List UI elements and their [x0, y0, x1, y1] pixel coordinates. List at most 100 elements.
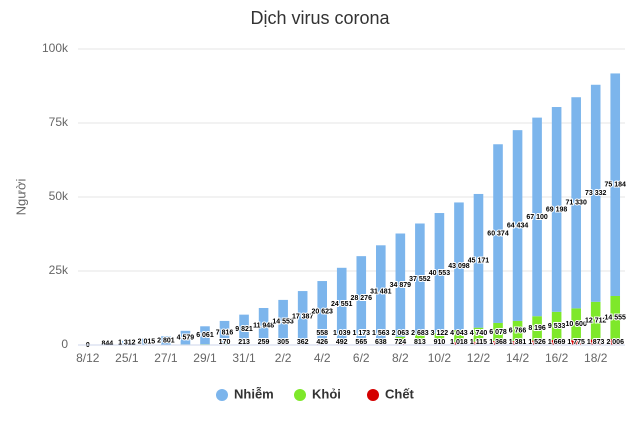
bar-segment [297, 343, 308, 345]
bar-segment [415, 342, 425, 345]
bar-segment [415, 223, 425, 335]
data-label: 14 555 [605, 314, 627, 321]
bar-segment [571, 308, 581, 340]
bar-segment [161, 336, 171, 345]
bar-segment [219, 320, 230, 345]
data-label: 1 563 [372, 330, 390, 337]
data-label: 1 018 [450, 339, 468, 346]
bar-segment [395, 233, 406, 337]
legend-label: Chết [385, 386, 415, 401]
data-label: 1 526 [528, 339, 546, 346]
data-label: 638 [375, 339, 387, 346]
data-label: 9 533 [548, 323, 566, 330]
legend-swatch [367, 389, 379, 401]
data-label: 259 [258, 339, 270, 346]
legend-swatch [294, 389, 306, 401]
bar-segment [239, 343, 249, 345]
bar-segment [532, 316, 542, 341]
bar-segment [317, 343, 327, 345]
data-label: 24 551 [331, 301, 353, 308]
data-label: 31 481 [370, 289, 392, 296]
data-label: 43 098 [448, 263, 470, 270]
x-tick-label: 2/2 [275, 351, 292, 365]
legend-item[interactable]: Khỏi [294, 386, 341, 401]
bar-segment [278, 342, 288, 345]
x-tick-label: 16/2 [545, 351, 569, 365]
bar-segment [610, 73, 621, 296]
data-label: 11 948 [253, 323, 274, 330]
bar-segment [356, 343, 367, 345]
bar-segment [376, 245, 386, 339]
data-label: 6 766 [509, 328, 527, 335]
bar-segment [356, 256, 367, 340]
bar-segment [258, 343, 269, 345]
data-label: 9 821 [235, 326, 253, 333]
bar-segment [454, 330, 464, 342]
bar-segment [493, 322, 503, 341]
y-tick-label: 100k [42, 41, 69, 55]
bar-segment [610, 339, 621, 345]
bar-segment [493, 144, 503, 323]
x-tick-label: 14/2 [506, 351, 530, 365]
data-label: 4 579 [177, 334, 195, 341]
data-label: 3 122 [431, 330, 449, 337]
bar-segment [102, 342, 113, 345]
data-label: 1 381 [509, 339, 527, 346]
x-tick-label: 4/2 [314, 351, 331, 365]
y-tick-label: 50k [49, 189, 69, 203]
bar-segment [473, 193, 484, 328]
data-label: 2 015 [138, 339, 156, 346]
data-label: 1 312 [118, 340, 136, 347]
bar-segment [590, 301, 601, 340]
bar-segment [434, 213, 445, 334]
legend-label: Nhiễm [234, 386, 274, 401]
bar-segment [141, 338, 152, 345]
data-label: 170 [219, 339, 231, 346]
data-label: 558 [316, 330, 328, 337]
bar-segment [297, 291, 308, 343]
legend-swatch [216, 389, 228, 401]
data-label: 2 063 [392, 330, 410, 337]
bar-segment [454, 202, 464, 331]
data-label: 17 387 [292, 314, 314, 321]
bar-segment [571, 97, 581, 309]
bar-segment [493, 340, 503, 345]
data-label: 12 712 [585, 317, 607, 324]
data-label: 37 552 [409, 276, 431, 283]
bar-segment [454, 341, 464, 345]
x-tick-label: 25/1 [115, 351, 139, 365]
y-axis-title: Người [13, 179, 28, 216]
y-tick-label: 25k [49, 263, 69, 277]
data-label: 213 [238, 339, 250, 346]
bar-segment [239, 314, 249, 344]
data-label: 4 740 [470, 330, 488, 337]
data-label: 1 173 [353, 330, 371, 337]
data-label: 844 [101, 340, 113, 347]
x-tick-label: 10/2 [428, 351, 452, 365]
bar-segment [336, 340, 347, 344]
y-tick-label: 0 [61, 337, 68, 351]
data-label: 8 196 [528, 325, 546, 332]
data-label: 67 100 [526, 214, 548, 221]
x-tick-label: 27/1 [154, 351, 178, 365]
legend-item[interactable]: Nhiễm [216, 386, 274, 401]
x-tick-label: 12/2 [467, 351, 491, 365]
data-label: 64 434 [507, 222, 529, 229]
data-label: 45 171 [468, 258, 490, 265]
data-label: 14 553 [272, 318, 294, 325]
x-tick-label: 8/12 [76, 351, 100, 365]
bar-segment [512, 340, 523, 345]
bar-segment [395, 342, 406, 345]
data-label: 362 [297, 339, 309, 346]
data-label: 2 006 [606, 339, 624, 346]
data-label: 724 [394, 339, 406, 346]
data-label: 28 276 [351, 295, 373, 302]
bar-segment [473, 327, 484, 342]
data-label: 1 115 [470, 339, 487, 346]
data-label: 1 368 [489, 339, 507, 346]
bar-segment [336, 267, 347, 341]
data-label: 75 184 [605, 182, 627, 189]
legend-item[interactable]: Chết [367, 386, 415, 401]
data-label: 2 801 [157, 337, 175, 344]
data-label: 305 [277, 339, 289, 346]
